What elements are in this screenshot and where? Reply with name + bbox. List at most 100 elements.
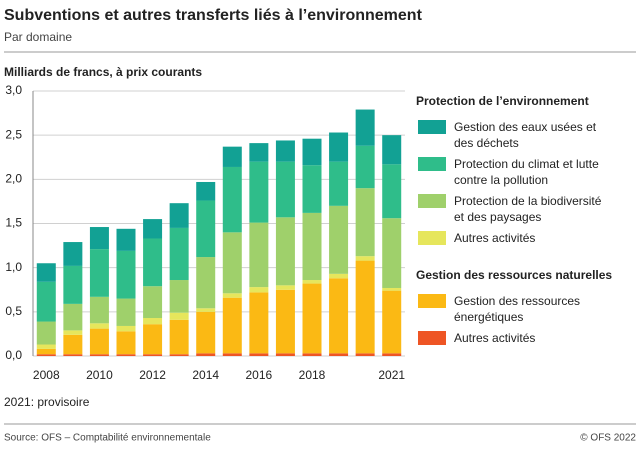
legend-swatch bbox=[418, 157, 446, 171]
bar-segment bbox=[196, 257, 216, 309]
x-tick-label: 2016 bbox=[246, 368, 273, 382]
legend-label: Autres activités bbox=[454, 331, 536, 345]
bar-segment bbox=[196, 181, 216, 201]
bar-segment bbox=[89, 328, 109, 355]
bar-segment bbox=[382, 164, 402, 219]
bar-segment bbox=[382, 290, 402, 354]
legend-swatch bbox=[418, 194, 446, 208]
bar-segment bbox=[249, 161, 269, 223]
bar-segment bbox=[275, 289, 295, 354]
bar-segment bbox=[302, 165, 322, 213]
bar-segment bbox=[63, 242, 83, 266]
source: Source: OFS – Comptabilité environnement… bbox=[4, 433, 211, 444]
y-tick-label: 2,0 bbox=[5, 172, 22, 186]
bar-segment bbox=[143, 354, 163, 356]
bar-segment bbox=[143, 318, 163, 325]
bar-segment bbox=[222, 232, 242, 294]
bar-segment bbox=[382, 353, 402, 356]
bar-segment bbox=[36, 263, 56, 282]
chart-subtitle: Par domaine bbox=[4, 30, 72, 44]
bar-segment bbox=[329, 278, 349, 354]
bar-segment bbox=[222, 293, 242, 298]
y-tick-label: 0,5 bbox=[5, 304, 22, 318]
bar-segment bbox=[196, 311, 216, 354]
x-tick-label: 2018 bbox=[299, 368, 326, 382]
y-axis-label: Milliards de francs, à prix courants bbox=[4, 65, 202, 79]
bar-segment bbox=[143, 324, 163, 355]
bar-segment bbox=[302, 353, 322, 356]
legend-label: Gestion des eaux usées et des déchets bbox=[454, 120, 597, 150]
y-tick-label: 0,0 bbox=[5, 348, 22, 362]
bar-segment bbox=[275, 140, 295, 162]
bar-segment bbox=[169, 312, 189, 320]
legend-label: Autres activités bbox=[454, 331, 536, 345]
bar-segment bbox=[116, 250, 136, 299]
bar-segment bbox=[63, 265, 83, 304]
x-tick-label: 2008 bbox=[33, 368, 60, 382]
bar-segment bbox=[382, 135, 402, 165]
bar-segment bbox=[89, 296, 109, 324]
bar-segment bbox=[249, 143, 269, 162]
legend-label: Protection du climat et lutte contre la … bbox=[454, 157, 599, 187]
bar-segment bbox=[63, 354, 83, 356]
bar-segment bbox=[196, 308, 216, 312]
bar-segment bbox=[89, 354, 109, 356]
bar-segment bbox=[169, 203, 189, 228]
bar-segment bbox=[63, 330, 83, 335]
legend-swatch bbox=[418, 331, 446, 345]
bar-segment bbox=[222, 146, 242, 167]
bar-segment bbox=[36, 348, 56, 355]
bar-segment bbox=[275, 285, 295, 290]
y-tick-label: 2,5 bbox=[5, 127, 22, 141]
legend-swatch bbox=[418, 120, 446, 134]
bar-segment bbox=[89, 249, 109, 297]
bar-segment bbox=[355, 353, 375, 356]
bar-segment bbox=[63, 303, 83, 331]
bar-segment bbox=[222, 297, 242, 354]
bar-segment bbox=[169, 354, 189, 356]
bar-segment bbox=[249, 292, 269, 354]
legend-label: Protection de la biodiversité et des pay… bbox=[454, 194, 602, 224]
bar-segment bbox=[143, 219, 163, 239]
bar-segment bbox=[249, 353, 269, 356]
bar-segment bbox=[382, 218, 402, 288]
bar-segment bbox=[275, 353, 295, 356]
bar-segment bbox=[116, 354, 136, 356]
bar-segment bbox=[249, 287, 269, 293]
bar-segment bbox=[169, 227, 189, 281]
bar-segment bbox=[355, 260, 375, 354]
bar-segment bbox=[169, 280, 189, 313]
bar-segment bbox=[143, 286, 163, 319]
bar-segment bbox=[116, 228, 136, 251]
legend-label: Autres activités bbox=[454, 231, 536, 245]
legend-swatch bbox=[418, 294, 446, 308]
x-tick-label: 2012 bbox=[139, 368, 166, 382]
copyright: © OFS 2022 bbox=[580, 433, 636, 444]
bar-segment bbox=[196, 353, 216, 356]
bar-segment bbox=[302, 138, 322, 166]
legend-group-title: Protection de l’environnement bbox=[416, 94, 589, 108]
bar-segment bbox=[329, 205, 349, 274]
legend-label: Autres activités bbox=[454, 231, 536, 245]
bar-segment bbox=[196, 200, 216, 258]
legend-group-title: Protection de l’environnement bbox=[416, 94, 589, 108]
bar-segment bbox=[382, 287, 402, 291]
bar-segment bbox=[355, 188, 375, 257]
bar-segment bbox=[275, 161, 295, 218]
legend-swatch bbox=[418, 231, 446, 245]
bar-segment bbox=[89, 227, 109, 250]
bar-segment bbox=[36, 344, 56, 349]
y-tick-label: 1,0 bbox=[5, 260, 22, 274]
bar-segment bbox=[116, 331, 136, 355]
bar-segment bbox=[355, 145, 375, 189]
bar-segment bbox=[63, 334, 83, 355]
legend-label: Gestion des ressources énergétiques bbox=[454, 294, 581, 324]
legend-group-title: Gestion des ressources naturelles bbox=[416, 268, 613, 282]
bar-segment bbox=[275, 217, 295, 286]
bar-segment bbox=[222, 166, 242, 233]
legend-label: Protection du climat et lutte contre la … bbox=[454, 157, 599, 187]
bar-segment bbox=[169, 319, 189, 355]
bar-segment bbox=[222, 353, 242, 356]
note: 2021: provisoire bbox=[4, 395, 90, 409]
